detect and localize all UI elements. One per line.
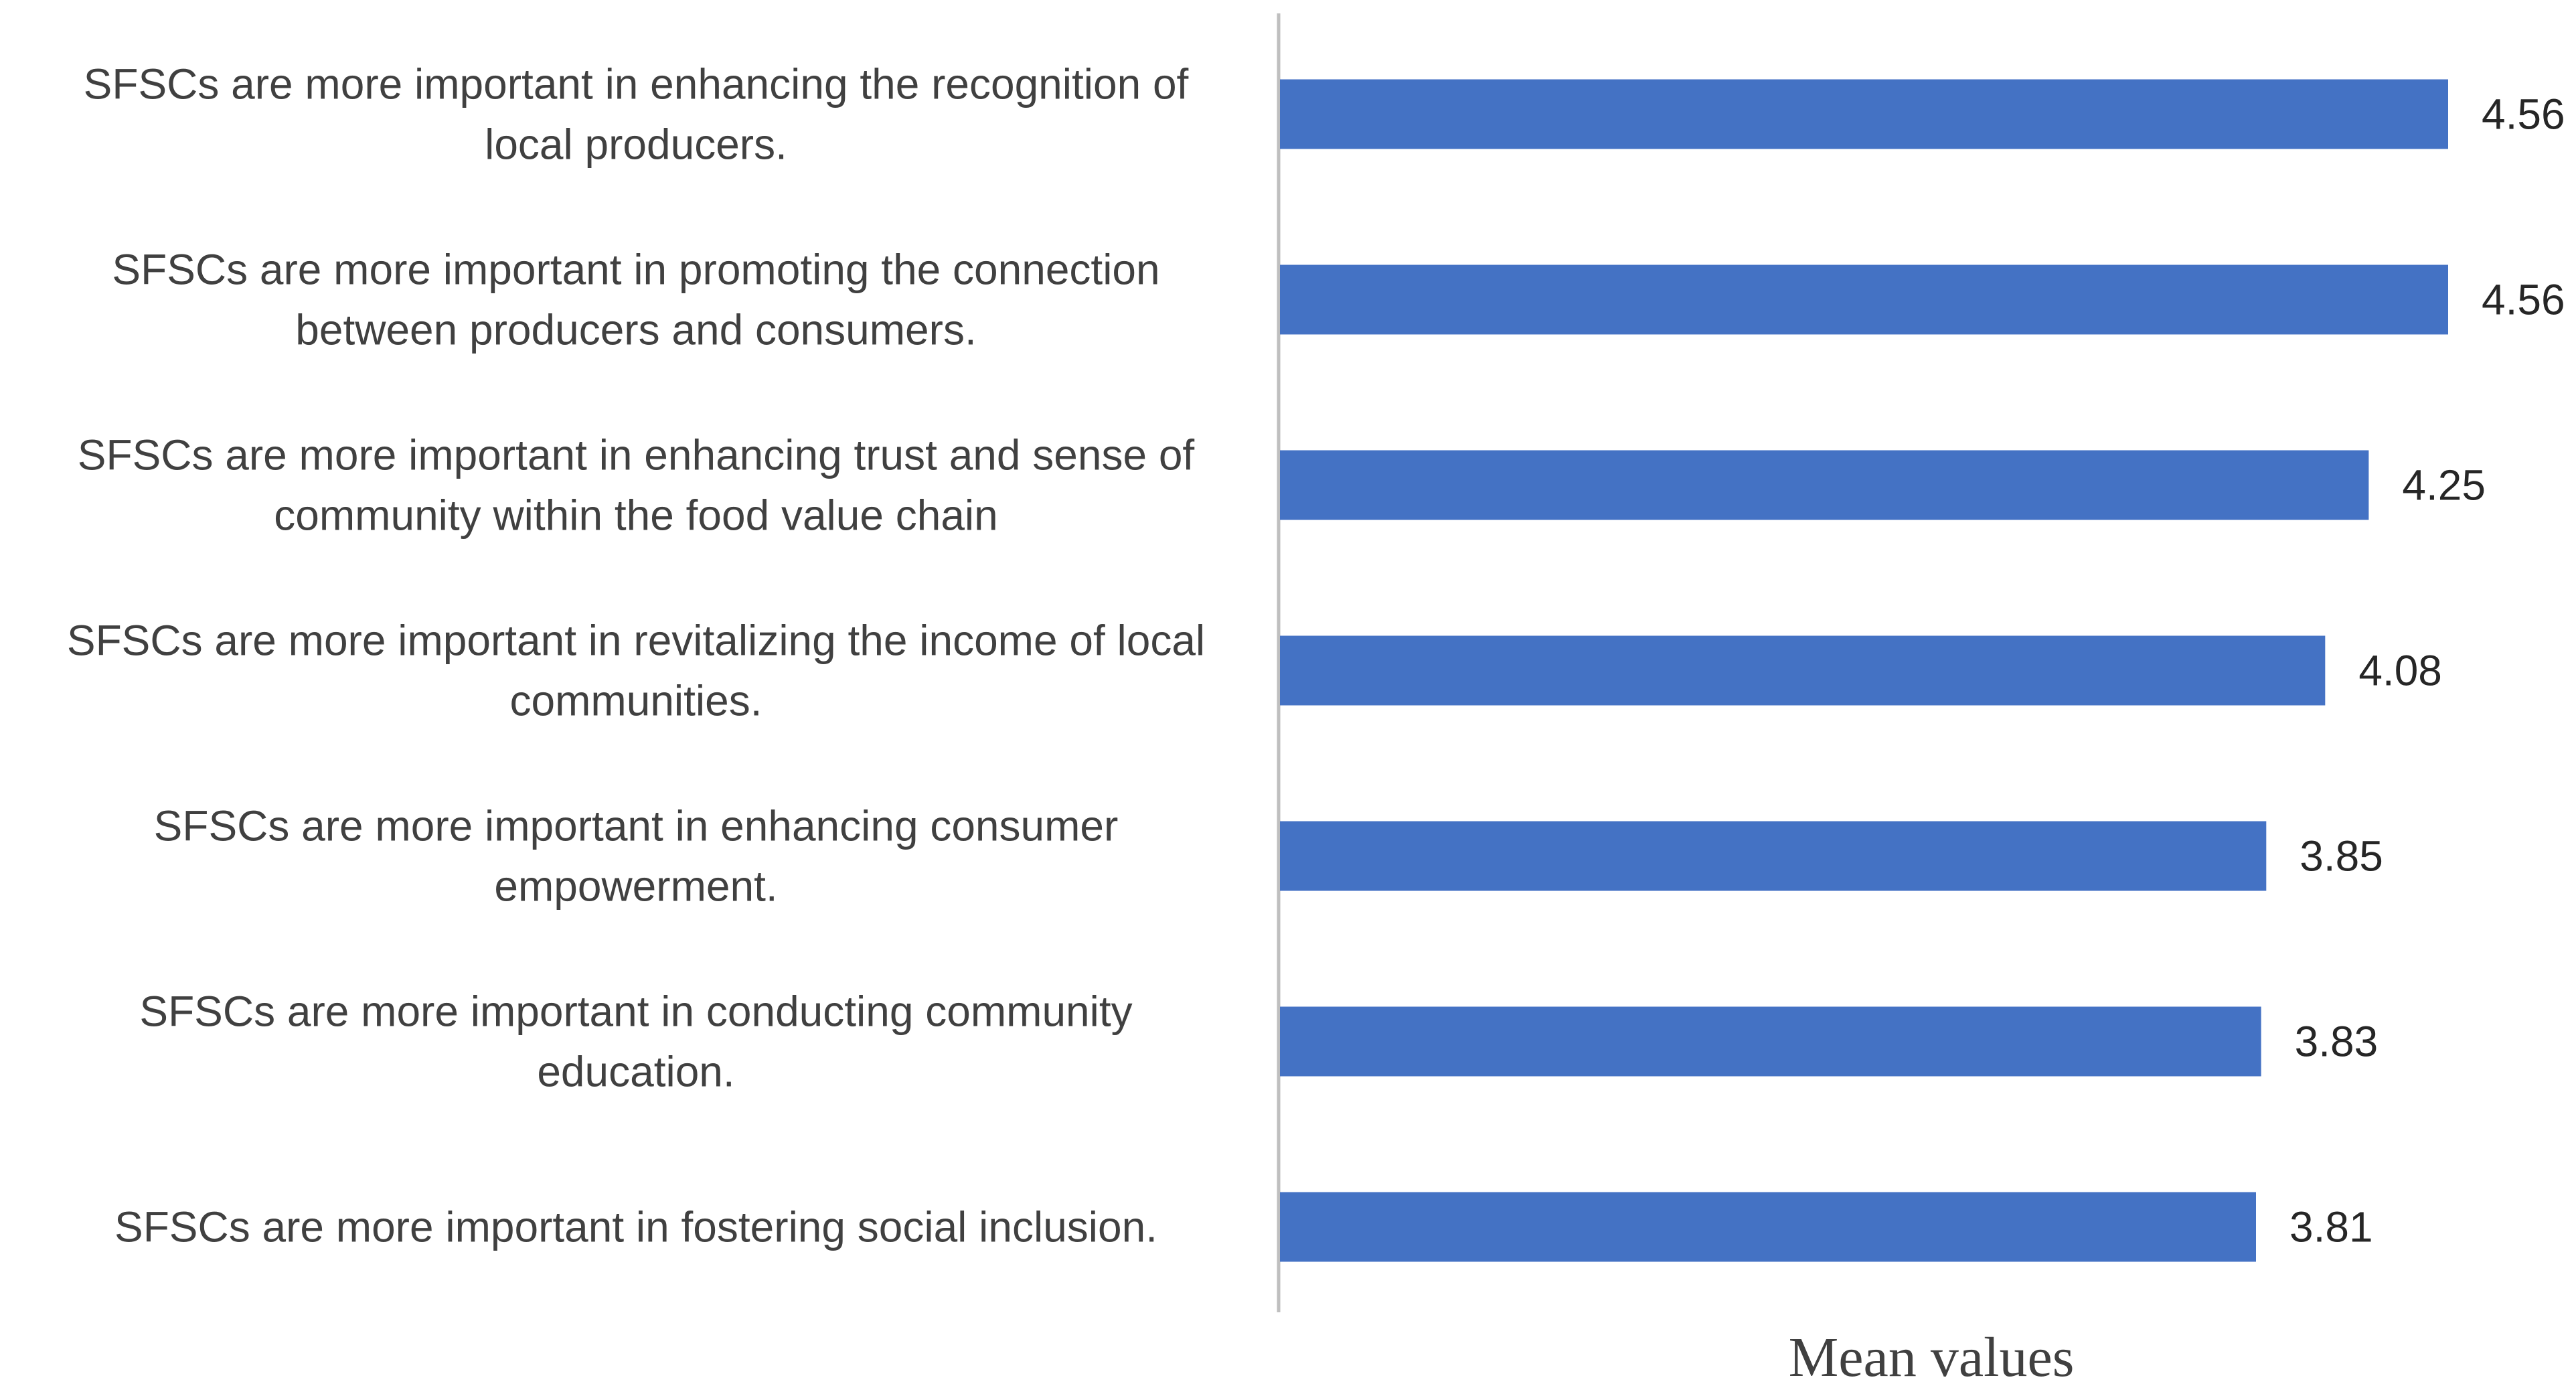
category-label-line: communities. (510, 677, 762, 725)
bar-4 (1280, 635, 2326, 706)
category-label-6: SFSCs are more important in conducting c… (139, 988, 1132, 1096)
value-label-4: 4.08 (2358, 647, 2442, 695)
category-label-5: SFSCs are more important in enhancing co… (154, 802, 1119, 911)
x-axis-title: Mean values (1789, 1326, 2075, 1389)
bar-3 (1280, 450, 2369, 520)
category-label-line: SFSCs are more important in fostering so… (114, 1203, 1157, 1251)
category-label-3: SFSCs are more important in enhancing tr… (78, 431, 1195, 540)
category-label-line: SFSCs are more important in conducting c… (139, 988, 1132, 1036)
category-label-1: SFSCs are more important in enhancing th… (84, 60, 1189, 169)
category-label-line: community within the food value chain (274, 491, 997, 540)
category-label-line: SFSCs are more important in enhancing tr… (78, 431, 1195, 479)
bar-2 (1280, 264, 2448, 335)
category-label-line: empowerment. (494, 862, 777, 911)
category-label-2: SFSCs are more important in promoting th… (112, 246, 1159, 354)
category-label-line: between producers and consumers. (295, 306, 976, 354)
bar-1 (1280, 79, 2448, 149)
category-labels-group: SFSCs are more important in enhancing th… (67, 60, 1205, 1251)
category-label-line: SFSCs are more important in enhancing co… (154, 802, 1119, 850)
bars-group (1280, 79, 2448, 1262)
bar-5 (1280, 821, 2267, 891)
category-label-7: SFSCs are more important in fostering so… (114, 1203, 1157, 1251)
value-label-2: 4.56 (2482, 276, 2565, 324)
value-label-3: 4.25 (2402, 461, 2486, 510)
value-labels-group: 4.56 4.56 4.25 4.08 3.85 3.83 3.81 (2289, 90, 2565, 1251)
bar-6 (1280, 1006, 2261, 1077)
category-label-line: education. (537, 1048, 734, 1096)
value-label-1: 4.56 (2482, 90, 2565, 139)
value-label-6: 3.83 (2295, 1018, 2379, 1066)
bar-7 (1280, 1192, 2256, 1262)
category-label-line: SFSCs are more important in promoting th… (112, 246, 1159, 294)
category-label-4: SFSCs are more important in revitalizing… (67, 617, 1205, 725)
value-label-7: 3.81 (2289, 1203, 2373, 1251)
value-label-5: 3.85 (2300, 832, 2383, 880)
category-label-line: local producers. (485, 121, 787, 169)
category-label-line: SFSCs are more important in enhancing th… (84, 60, 1189, 108)
category-label-line: SFSCs are more important in revitalizing… (67, 617, 1205, 665)
